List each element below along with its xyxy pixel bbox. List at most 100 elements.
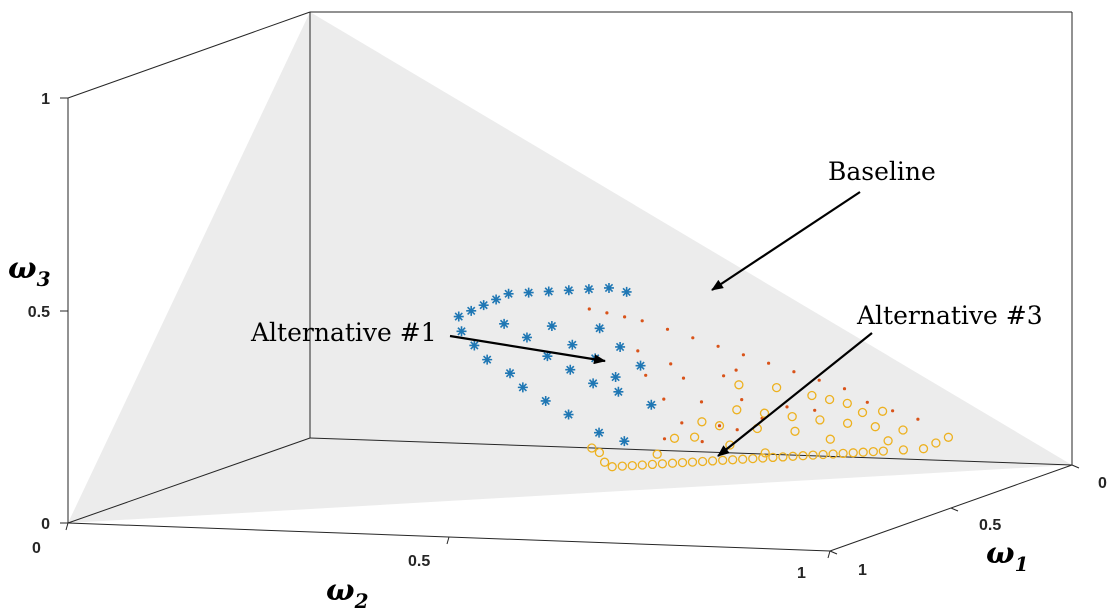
annotation-alternative3-arrow <box>717 332 873 457</box>
point-alternative_3-4 <box>878 446 888 456</box>
point-alternative_3-30 <box>617 461 627 471</box>
point-baseline-15 <box>517 382 528 393</box>
y-axis-label-subscript: 2 <box>354 589 369 611</box>
point-baseline-0 <box>621 286 632 297</box>
point-alternative_3-3 <box>898 445 909 455</box>
point-alternative_3-9 <box>778 452 788 462</box>
point-alternative_3-50 <box>760 448 770 458</box>
point-alternative_3-53 <box>824 394 835 405</box>
point-alternative_3-34 <box>587 443 597 453</box>
point-alternative_3-15 <box>657 459 668 469</box>
point-baseline-11 <box>456 326 467 337</box>
z-axis-label: ω3 <box>8 251 51 291</box>
tick-y-1 <box>827 550 831 559</box>
point-alternative_1-30 <box>662 437 667 441</box>
point-alternative_3-42 <box>877 406 888 416</box>
point-baseline-9 <box>466 305 477 316</box>
point-alternative_1-25 <box>785 405 789 409</box>
tick-y-05 <box>446 536 450 545</box>
point-alternative_3-44 <box>807 390 817 401</box>
tick-x-1 <box>829 550 838 555</box>
annotation-alternative1-label: Alternative #1 <box>250 318 437 347</box>
point-alternative_3-31 <box>607 462 617 472</box>
point-alternative_3-21 <box>707 456 718 466</box>
point-alternative_3-6 <box>838 448 848 459</box>
point-alternative_3-0 <box>943 432 954 442</box>
point-alternative_3-23 <box>748 453 758 464</box>
point-baseline-26 <box>567 339 578 350</box>
point-alternative_1-15 <box>722 374 726 378</box>
annotation-alternative1-arrow <box>449 334 606 365</box>
point-alternative_3-35 <box>898 425 908 435</box>
point-alternative_3-1 <box>931 438 941 448</box>
point-alternative_3-43 <box>842 398 852 409</box>
point-alternative_3-46 <box>825 434 835 444</box>
tick-x-0 <box>1071 464 1080 469</box>
point-baseline-21 <box>521 332 532 343</box>
point-alternative_3-8 <box>798 451 808 461</box>
point-baseline-30 <box>615 341 626 352</box>
point-alternative_3-29 <box>868 446 878 457</box>
point-alternative_1-13 <box>605 311 609 315</box>
point-alternative_3-20 <box>687 457 698 467</box>
point-alternative_3-27 <box>828 449 838 459</box>
data-marks <box>453 282 954 472</box>
tick-y-0 <box>65 522 69 531</box>
point-baseline-19 <box>619 436 630 447</box>
point-alternative_1-7 <box>741 353 746 357</box>
point-alternative_3-47 <box>790 426 800 436</box>
point-alternative_1-23 <box>680 421 684 425</box>
point-baseline-28 <box>610 372 621 383</box>
annotation-baseline-label: Baseline <box>828 157 936 186</box>
point-alternative_1-6 <box>767 361 771 365</box>
point-alternative_3-39 <box>787 411 797 422</box>
point-baseline-1 <box>603 282 614 293</box>
point-baseline-14 <box>505 368 516 379</box>
point-alternative_3-11 <box>738 454 748 464</box>
point-baseline-2 <box>583 284 594 295</box>
point-alternative_1-26 <box>813 408 817 412</box>
annotation-baseline-arrow <box>711 191 861 291</box>
axis-edge-back-floor-y <box>67 437 311 524</box>
point-alternative_3-19 <box>667 458 678 468</box>
annotations: Baseline Alternative #1 Alternative #3 <box>250 157 1043 457</box>
tick-label-z-05: 0.5 <box>28 304 50 321</box>
point-baseline-31 <box>635 360 646 371</box>
point-alternative_3-2 <box>918 444 929 454</box>
tick-label-z-0: 0 <box>41 516 50 533</box>
point-baseline-17 <box>563 409 574 420</box>
tick-label-y-05: 0.5 <box>408 553 430 570</box>
point-alternative_3-25 <box>788 451 798 461</box>
point-baseline-5 <box>523 287 534 298</box>
point-alternative_1-19 <box>699 400 704 404</box>
tick-label-z-1: 1 <box>41 91 50 108</box>
tick-label-x-05: 0.5 <box>979 517 1001 534</box>
point-alternative_1-10 <box>665 327 670 331</box>
point-baseline-4 <box>543 286 554 297</box>
axis-edge-top-back <box>67 11 311 99</box>
tick-label-y-0: 0 <box>32 540 41 557</box>
z-axis-label-symbol: ω <box>8 251 37 286</box>
point-alternative_1-29 <box>734 368 738 372</box>
point-alternative_3-59 <box>652 449 662 459</box>
point-alternative_1-27 <box>669 362 673 366</box>
point-alternative_1-4 <box>817 378 821 382</box>
point-baseline-3 <box>563 285 574 296</box>
point-baseline-18 <box>594 427 605 438</box>
point-alternative_3-40 <box>759 408 770 418</box>
y-axis-label-symbol: ω <box>326 573 355 608</box>
point-baseline-8 <box>478 300 489 311</box>
point-alternative_3-37 <box>842 418 853 428</box>
point-alternative_1-16 <box>740 398 744 402</box>
point-alternative_3-45 <box>771 382 782 393</box>
point-baseline-7 <box>491 294 502 305</box>
point-alternative_1-2 <box>865 400 869 404</box>
point-alternative_3-33 <box>594 447 605 458</box>
point-alternative_3-24 <box>768 452 778 463</box>
point-baseline-6 <box>503 288 514 299</box>
point-alternative_3-54 <box>697 417 707 427</box>
tick-labels: 1 0.5 0 0 0.5 1 0 0.5 1 <box>28 91 1107 582</box>
simplex-plane <box>68 12 1072 523</box>
point-alternative_3-55 <box>669 433 680 443</box>
point-alternative_1-28 <box>636 349 640 353</box>
